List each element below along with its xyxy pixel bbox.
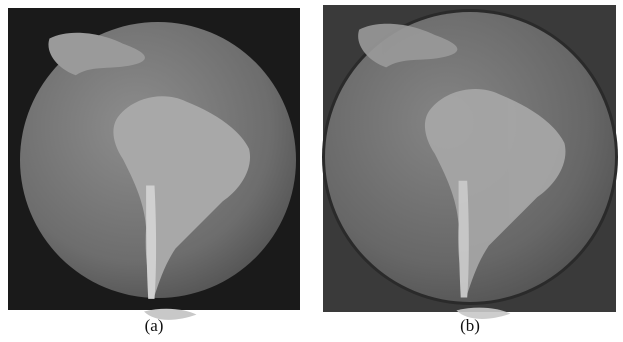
caption-b: (b) — [460, 316, 480, 335]
page: (a) (b) (() => { const data = JSON.parse… — [0, 0, 623, 342]
figure: (a) (b) — [0, 0, 623, 342]
caption-a: (a) — [145, 316, 164, 335]
panel-b — [322, 5, 618, 319]
panel-a — [8, 8, 300, 320]
